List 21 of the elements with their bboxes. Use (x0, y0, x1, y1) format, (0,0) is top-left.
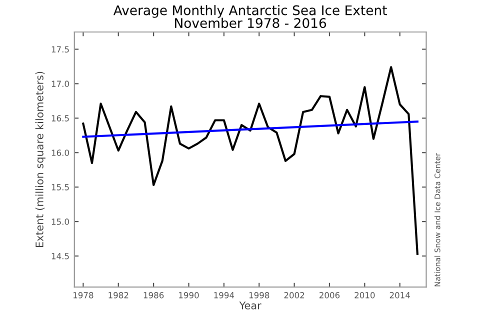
x-tick-label: 1998 (249, 292, 270, 298)
x-tick-label: 1990 (179, 292, 199, 298)
y-axis-title: Extent (million square kilometers) (35, 72, 46, 248)
chart-title: Average Monthly Antarctic Sea Ice Extent November 1978 - 2016 (113, 5, 387, 28)
x-tick-label: 1982 (108, 292, 128, 298)
y-tick-label: 17.5 (52, 46, 69, 53)
y-tick-label: 17.0 (52, 80, 69, 87)
x-tick-label: 1978 (74, 292, 94, 298)
line-series (82, 66, 418, 255)
x-tick-label: 2002 (284, 292, 304, 298)
x-tick-label: 2010 (354, 292, 375, 298)
x-tick-label: 1986 (144, 292, 164, 298)
x-tick-label: 1994 (214, 292, 234, 298)
y-tick-label: 16.5 (52, 115, 69, 122)
y-tick-label: 16.0 (52, 150, 69, 156)
x-tick-label: 2006 (319, 292, 340, 298)
y-tick-label: 15.5 (52, 184, 69, 190)
x-axis-title: Year (239, 302, 262, 310)
y-tick-label: 14.5 (52, 253, 69, 260)
x-tick-label: 2014 (390, 292, 410, 298)
y-tick-label: 15.0 (52, 218, 69, 225)
